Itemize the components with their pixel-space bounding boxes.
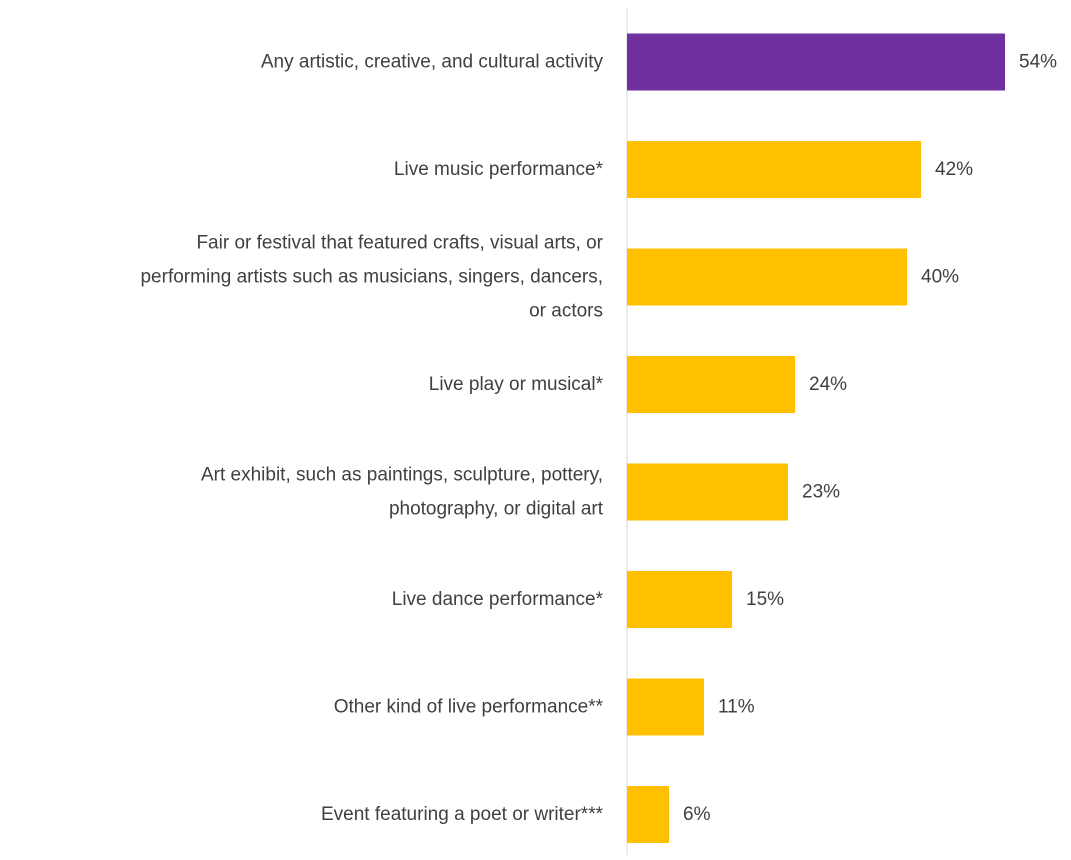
category-label: Other kind of live performance** [334, 697, 604, 718]
value-label: 15% [746, 589, 784, 610]
value-label: 11% [718, 697, 755, 718]
value-label: 40% [921, 267, 959, 288]
value-labels-group: 54% 42% 40% 24% 23% 15% 11% 6% [683, 52, 1057, 826]
bar [627, 33, 1005, 91]
bar [627, 463, 788, 521]
bar [627, 141, 921, 198]
category-label: performing artists such as musicians, si… [140, 267, 603, 288]
value-label: 6% [683, 804, 711, 825]
bar [627, 248, 907, 306]
bar [627, 356, 795, 413]
value-label: 42% [935, 159, 973, 180]
value-label: 23% [802, 482, 840, 503]
bar [627, 786, 669, 843]
category-label: Live music performance* [394, 159, 604, 180]
bar [627, 571, 732, 628]
value-label: 24% [809, 374, 847, 395]
bar [627, 678, 704, 736]
category-label: Art exhibit, such as paintings, sculptur… [201, 465, 603, 486]
category-label: Fair or festival that featured crafts, v… [196, 233, 603, 254]
bars-group [627, 33, 1005, 843]
category-label: Event featuring a poet or writer*** [321, 804, 604, 825]
category-labels-group: Any artistic, creative, and cultural act… [140, 52, 603, 826]
value-label: 54% [1019, 52, 1057, 73]
category-label: Live play or musical* [429, 374, 604, 395]
category-label: photography, or digital art [389, 499, 604, 520]
category-label: or actors [529, 301, 603, 322]
category-label: Any artistic, creative, and cultural act… [261, 52, 604, 73]
category-label: Live dance performance* [392, 589, 604, 610]
